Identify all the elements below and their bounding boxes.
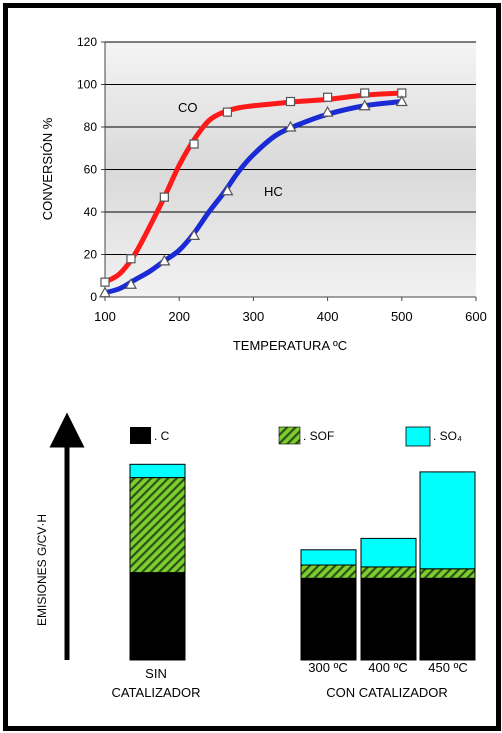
marker-co-4 [222,107,233,117]
x-tick-label-100: 100 [94,309,116,324]
marker-hc-1 [124,278,137,289]
marker-co-1 [126,254,136,264]
marker-co-5 [285,96,296,107]
y-axis-label: CONVERSIÓN % [40,117,55,220]
bar-2-c [360,577,417,661]
x-tick-label-600: 600 [465,309,487,324]
bar-0-c [129,572,186,661]
legend-swatch-so4 [405,426,431,447]
legend-swatch-c [130,427,151,444]
series-line-hc [102,99,405,296]
x-tick-label-500: 500 [391,309,413,324]
marker-hc-4 [221,184,234,196]
series-line-co [102,90,405,285]
bar-1-c [300,577,357,661]
marker-hc-5 [284,120,297,132]
bar-3-sof [419,568,476,579]
marker-hc-0 [98,286,112,298]
marker-hc-7 [358,99,371,111]
marker-co-7 [360,88,370,98]
marker-co-2 [159,192,169,202]
stacked-bars [129,463,476,661]
legend-label-so4: . SO₄ [433,429,462,443]
bar-label-300: 300 ºC [308,660,347,675]
legend-label-c: . C [154,429,170,443]
x-axis-label: TEMPERATURA ºC [233,338,347,353]
x-tick-labels: 100 200 300 400 500 600 [94,297,487,324]
gridlines [105,41,476,255]
y-tick-label-120: 120 [77,35,97,49]
group-label-con-catalizador: CON CATALIZADOR [326,685,448,700]
y-tick-label-80: 80 [84,120,98,134]
y-tick-label-40: 40 [84,205,98,219]
series-label-co: CO [178,100,198,115]
y-tick-label-20: 20 [84,248,98,262]
conversion-chart: 0 20 40 60 80 100 120 100 200 300 400 500 600 CO HC… [40,35,487,353]
x-tick-label-200: 200 [168,309,190,324]
bar-0-so4 [129,463,186,479]
x-tick-label-300: 300 [243,309,265,324]
bar-3-c [419,577,476,661]
bar-2-so4 [360,537,417,568]
series-lines [102,90,405,296]
bar-label-400: 400 ºC [368,660,407,675]
legend-swatch-sof [278,426,301,445]
bar-0-sof [129,477,186,574]
marker-hc-2 [158,254,171,266]
bar-2-sof [360,566,417,579]
marker-co-6 [323,92,333,102]
y-tick-label-60: 60 [84,163,98,177]
marker-hc-6 [321,105,334,117]
y-tick-labels: 0 20 40 60 80 100 120 [77,35,105,304]
x-tick-label-400: 400 [317,309,339,324]
group-label-sin-catalizador: CATALIZADOR [111,685,200,700]
emissions-axis-label: EMISIONES G/CV·H [35,514,49,626]
bar-1-so4 [300,549,357,566]
marker-hc-3 [188,229,201,240]
y-tick-label-100: 100 [77,78,97,92]
series-markers [98,88,408,298]
bar-label-sin: SIN [145,666,167,681]
y-tick-label-0: 0 [90,290,97,304]
legend-label-sof: . SOF [303,429,334,443]
marker-co-3 [189,139,199,149]
series-label-hc: HC [264,184,283,199]
bar-3-so4 [419,471,476,570]
bar-1-sof [300,564,357,579]
marker-hc-8 [395,95,408,107]
emissions-chart: EMISIONES G/CV·H . C . SOF . SO₄ SIN CAT… [35,412,476,700]
bar-label-450: 450 ºC [428,660,467,675]
marker-co-0 [100,277,110,287]
